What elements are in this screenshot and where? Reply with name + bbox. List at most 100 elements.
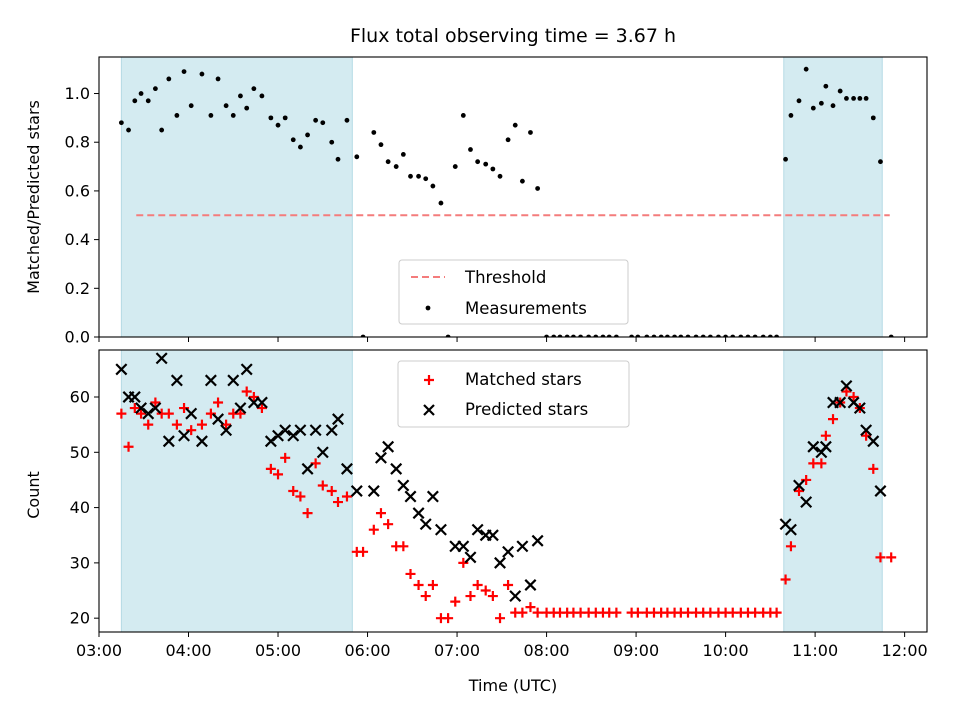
predicted-star-point bbox=[149, 402, 162, 415]
predicted-star-point bbox=[212, 413, 225, 426]
measurement-point bbox=[468, 147, 473, 152]
measurement-point bbox=[551, 334, 557, 337]
measurement-point bbox=[371, 130, 377, 135]
matched-star-point bbox=[465, 591, 476, 602]
matched-star-point bbox=[405, 568, 416, 579]
matched-star-point bbox=[136, 408, 147, 419]
matched-star-point bbox=[868, 463, 879, 474]
measurement-point bbox=[320, 120, 326, 126]
matched-star-point bbox=[848, 392, 859, 402]
measurement-point bbox=[344, 117, 350, 123]
measurement-point bbox=[613, 334, 619, 337]
measurement-point bbox=[878, 159, 883, 165]
measurement-point bbox=[313, 117, 319, 123]
predicted-star-point bbox=[350, 485, 363, 497]
predicted-star-point bbox=[162, 435, 175, 448]
matched-star-point bbox=[341, 491, 352, 502]
legend-box bbox=[398, 259, 629, 325]
y-tick-label: 50 bbox=[70, 443, 90, 462]
measurement-point bbox=[870, 115, 876, 121]
predicted-star-point bbox=[471, 523, 484, 536]
series-predicted-stars bbox=[115, 352, 887, 603]
matched-star-point bbox=[427, 580, 438, 590]
matched-star-point bbox=[273, 469, 284, 480]
matched-star-point bbox=[487, 591, 498, 602]
x-tick-label: 04:00 bbox=[165, 641, 211, 660]
predicted-star-point bbox=[426, 490, 439, 503]
matched-star-point bbox=[241, 386, 252, 397]
measurement-point bbox=[685, 334, 691, 337]
measurement-point bbox=[557, 334, 563, 337]
measurement-point bbox=[408, 173, 413, 179]
measurement-point bbox=[208, 113, 214, 118]
predicted-star-point bbox=[464, 551, 477, 564]
matched-star-point bbox=[368, 524, 379, 535]
measurement-point bbox=[651, 334, 657, 337]
measurement-point bbox=[188, 103, 194, 109]
measurement-point bbox=[830, 103, 836, 109]
matched-star-point bbox=[383, 519, 394, 530]
measurement-point bbox=[152, 86, 158, 92]
observing-window-shade bbox=[120, 350, 353, 632]
predicted-star-point bbox=[128, 391, 141, 403]
measurement-point bbox=[430, 183, 436, 189]
top-y-axis-label: Matched/Predicted stars bbox=[24, 100, 43, 294]
matched-star-point bbox=[116, 408, 127, 419]
predicted-star-point bbox=[325, 424, 338, 437]
predicted-star-point bbox=[170, 374, 183, 387]
matched-star-point bbox=[171, 419, 182, 430]
predicted-star-point bbox=[867, 435, 880, 448]
measurement-point bbox=[393, 164, 399, 169]
y-tick-label: 0.0 bbox=[65, 328, 90, 347]
matched-star-point bbox=[288, 486, 299, 496]
y-tick-label: 20 bbox=[70, 609, 90, 628]
matched-star-point bbox=[413, 580, 424, 590]
x-tick-label: 10:00 bbox=[703, 641, 749, 660]
measurement-point bbox=[730, 334, 736, 337]
matched-star-point bbox=[480, 585, 491, 596]
predicted-star-point bbox=[309, 424, 322, 437]
matched-star-point bbox=[205, 408, 216, 419]
predicted-star-point bbox=[227, 374, 240, 387]
measurement-point bbox=[700, 334, 706, 337]
measurement-point bbox=[423, 176, 429, 182]
predicted-star-point bbox=[272, 429, 285, 442]
measurement-point bbox=[544, 334, 549, 337]
predicted-star-point bbox=[264, 435, 277, 448]
measurement-point bbox=[268, 115, 274, 121]
measurement-point bbox=[329, 139, 335, 145]
measurement-point bbox=[244, 105, 250, 111]
bottom-plot-panel: 20 30 40 50 60 03:00 04:00 05:00 06:00 07:00 08:00… bbox=[70, 349, 928, 660]
legend-matched-label: Matched stars bbox=[465, 370, 582, 389]
measurement-point bbox=[796, 98, 802, 104]
predicted-star-point bbox=[457, 540, 470, 553]
legend-predicted-swatch bbox=[423, 404, 435, 416]
predicted-star-point bbox=[287, 429, 300, 442]
measurement-point bbox=[174, 113, 180, 118]
predicted-star-point bbox=[332, 413, 344, 426]
measurement-point bbox=[752, 334, 758, 337]
measurement-point bbox=[863, 95, 869, 101]
measurement-point bbox=[818, 100, 824, 106]
measurement-point bbox=[166, 76, 172, 82]
measurement-point bbox=[723, 334, 728, 337]
predicted-star-point bbox=[382, 440, 395, 453]
matched-star-point bbox=[375, 508, 386, 519]
matched-star-point bbox=[771, 607, 782, 618]
measurement-point bbox=[629, 334, 635, 337]
measurement-point bbox=[145, 98, 151, 104]
matched-star-point bbox=[458, 557, 469, 568]
predicted-star-point bbox=[819, 440, 832, 453]
matched-star-point bbox=[196, 419, 207, 430]
axes-frame bbox=[98, 349, 928, 633]
measurement-point bbox=[600, 334, 606, 337]
measurement-point bbox=[378, 142, 384, 148]
predicted-star-point bbox=[155, 352, 168, 365]
predicted-star-point bbox=[374, 451, 387, 464]
predicted-star-point bbox=[486, 529, 499, 542]
plot-area bbox=[115, 350, 897, 632]
series-matched-stars bbox=[116, 386, 897, 624]
predicted-star-point bbox=[240, 363, 253, 376]
x-tick-label: 03:00 bbox=[76, 641, 122, 660]
measurement-point bbox=[644, 334, 650, 337]
